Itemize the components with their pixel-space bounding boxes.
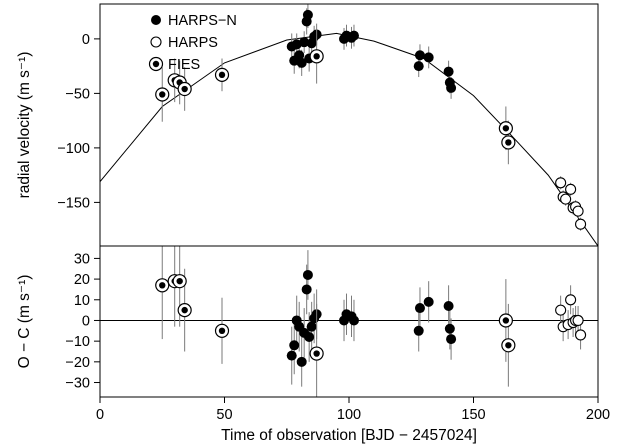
data-point-center <box>218 71 226 79</box>
x-tick-label: 50 <box>216 407 232 423</box>
data-point <box>306 321 317 332</box>
y-tick-label: −50 <box>65 86 90 102</box>
y-tick-label: −100 <box>57 141 90 157</box>
data-point <box>302 9 313 20</box>
x-tick-label: 150 <box>461 407 485 423</box>
data-point <box>299 37 310 48</box>
data-point <box>444 323 455 334</box>
data-point <box>286 350 297 361</box>
data-point-center <box>181 306 188 314</box>
series-open-circle <box>555 176 587 231</box>
data-point <box>296 57 307 68</box>
data-point-center <box>218 327 226 335</box>
data-point <box>575 329 587 341</box>
data-point <box>572 205 584 217</box>
legend-entry: FIES <box>148 56 200 73</box>
series-dot-in-circle <box>155 29 516 165</box>
series-open-circle <box>555 285 587 350</box>
y-tick-label: −30 <box>65 376 90 392</box>
y-tick-label: −10 <box>65 334 90 350</box>
model-curve <box>100 32 598 246</box>
data-point <box>565 183 577 195</box>
y-tick-label: 30 <box>74 251 90 267</box>
legend-entry: HARPS <box>150 35 218 51</box>
data-point <box>150 36 162 48</box>
data-point <box>443 66 454 77</box>
legend-label: HARPS−N <box>168 13 237 29</box>
y-tick-label: 10 <box>74 293 90 309</box>
data-point <box>443 300 454 311</box>
y-tick-label: 20 <box>74 272 90 288</box>
data-point-center <box>181 85 188 93</box>
y-tick-label: 0 <box>82 313 90 329</box>
data-point-center <box>502 317 510 324</box>
data-point <box>575 218 587 230</box>
series-filled-circle <box>286 4 457 99</box>
series-filled-circle <box>286 250 457 387</box>
data-point <box>423 296 434 307</box>
data-point <box>289 340 300 351</box>
legend-label: HARPS <box>168 35 218 51</box>
legend-label: FIES <box>168 57 200 73</box>
y-tick-label: −150 <box>57 195 90 211</box>
data-point-center <box>176 277 183 285</box>
data-point <box>296 356 307 367</box>
data-point-center <box>505 342 512 349</box>
data-point <box>301 284 312 295</box>
data-point <box>294 50 305 61</box>
data-point <box>348 30 359 41</box>
data-point-center <box>159 282 166 289</box>
data-point <box>555 177 567 189</box>
data-point <box>414 303 425 314</box>
series-dot-in-circle <box>155 246 516 397</box>
data-point <box>151 15 161 25</box>
legend: HARPS−N HARPS FIES <box>148 13 237 73</box>
data-point-center <box>505 139 512 146</box>
data-point-center <box>313 350 320 357</box>
y-axis-title: radial velocity (m s⁻¹) <box>16 52 33 199</box>
data-point <box>302 269 313 280</box>
y-tick-label: −20 <box>65 355 90 371</box>
x-tick-label: 100 <box>337 407 361 423</box>
data-point-center <box>502 125 510 132</box>
data-point <box>413 61 424 72</box>
data-point <box>446 82 457 93</box>
x-axis-title: Time of observation [BJD − 2457024] <box>221 427 477 444</box>
data-point <box>572 314 584 327</box>
data-point-center <box>152 60 160 68</box>
y-tick-label: 0 <box>82 32 90 48</box>
data-point-center <box>313 53 320 60</box>
rv-panel: 0 −50 −100 −150 radial velocity (m s⁻¹) HARPS… <box>16 3 599 247</box>
data-point-center <box>159 91 166 98</box>
data-point <box>423 52 434 63</box>
x-tick-label: 200 <box>586 407 610 423</box>
data-point <box>414 50 425 61</box>
data-point <box>304 332 315 343</box>
data-point <box>446 334 457 345</box>
data-point <box>413 325 424 336</box>
data-point <box>348 315 359 326</box>
data-point <box>565 294 577 306</box>
data-point <box>560 193 572 205</box>
data-point <box>555 304 567 316</box>
x-tick-label: 0 <box>96 407 104 423</box>
y-axis-title: O − C (m s⁻¹) <box>16 275 33 369</box>
legend-entry: HARPS−N <box>151 13 237 29</box>
